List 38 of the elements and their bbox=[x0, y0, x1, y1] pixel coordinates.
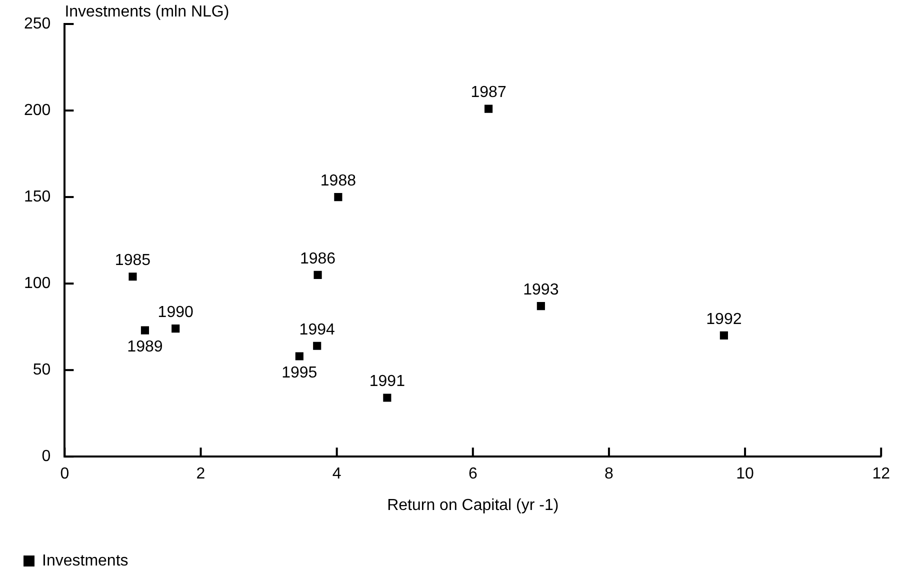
point bbox=[313, 342, 322, 350]
point bbox=[128, 272, 137, 281]
point bbox=[536, 302, 545, 310]
annotation: 1993 bbox=[523, 281, 559, 298]
annotation: 1994 bbox=[299, 321, 335, 338]
annotation: 1989 bbox=[127, 338, 163, 356]
annotation: 1991 bbox=[369, 373, 406, 390]
annotation: 1985 bbox=[114, 252, 151, 270]
y-tick-label: 250 bbox=[24, 15, 51, 32]
point bbox=[720, 331, 728, 340]
annotation: 1990 bbox=[158, 304, 194, 321]
x-tick-label: 10 bbox=[736, 466, 754, 483]
y-tick-label: 50 bbox=[32, 361, 51, 378]
point bbox=[140, 326, 150, 334]
point bbox=[484, 104, 493, 113]
x-tick-label: 8 bbox=[604, 466, 614, 483]
x-tick-label: 6 bbox=[468, 466, 478, 483]
x-tick-label: 2 bbox=[196, 466, 206, 483]
point bbox=[172, 324, 180, 333]
x-tick-label: 12 bbox=[872, 466, 890, 483]
x-tick-label: 4 bbox=[332, 466, 342, 483]
annotation: 1987 bbox=[470, 84, 506, 102]
x-axis-title: Return on Capital (yr -1) bbox=[387, 496, 559, 514]
legend-label: Investments bbox=[42, 552, 128, 570]
y-tick-label: 200 bbox=[24, 102, 51, 119]
y-tick-label: 100 bbox=[24, 274, 51, 292]
annotation: 1988 bbox=[320, 172, 356, 190]
point bbox=[295, 352, 304, 360]
point bbox=[314, 270, 322, 279]
point bbox=[334, 193, 342, 202]
y-tick-label: 0 bbox=[42, 448, 51, 466]
x-tick-label: 0 bbox=[60, 466, 70, 483]
y-axis-title: Investments (mln NLG) bbox=[64, 3, 230, 20]
y-tick-label: 150 bbox=[24, 188, 51, 206]
point bbox=[383, 394, 392, 402]
annotation: 1986 bbox=[300, 250, 336, 268]
annotation: 1995 bbox=[282, 364, 318, 382]
annotation: 1992 bbox=[706, 310, 742, 328]
